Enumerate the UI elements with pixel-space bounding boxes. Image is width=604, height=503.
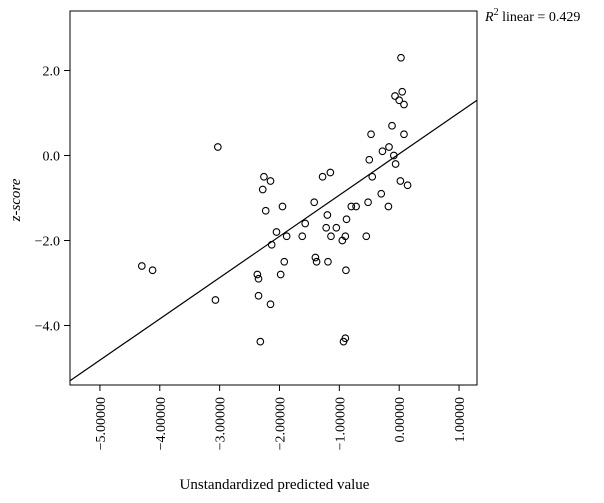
data-point xyxy=(377,189,386,198)
data-point xyxy=(312,257,321,266)
data-point xyxy=(364,198,372,207)
data-point xyxy=(400,130,408,139)
x-tick-label: −4.00000 xyxy=(154,397,169,450)
data-point xyxy=(347,202,356,211)
regression-fit-line xyxy=(69,99,478,382)
r-squared-annotation: R2 linear = 0.429 xyxy=(484,7,580,25)
data-point xyxy=(385,143,393,151)
data-point xyxy=(301,219,310,228)
data-point xyxy=(365,155,374,164)
data-point xyxy=(341,334,350,343)
r-squared-r: R xyxy=(484,10,494,25)
plot-frame xyxy=(69,10,478,386)
data-point xyxy=(403,181,412,190)
data-point xyxy=(298,232,307,241)
data-points xyxy=(137,53,412,346)
data-point xyxy=(324,257,332,266)
y-tick-label: 2.0 xyxy=(43,65,61,80)
data-point xyxy=(254,291,263,300)
data-point xyxy=(276,270,285,279)
data-point xyxy=(397,53,405,62)
x-axis-ticks: −5.00000 −4.00000 −3.00000 −2.00000 −1.00000… xyxy=(94,385,468,450)
data-point xyxy=(395,96,404,105)
data-point xyxy=(342,215,351,224)
y-axis-ticks: −4.0 −2.0 0.0 2.0 xyxy=(35,65,70,335)
data-point xyxy=(213,143,222,151)
data-point xyxy=(378,147,387,156)
data-point xyxy=(332,223,341,232)
data-point xyxy=(280,257,289,266)
x-tick-label: 0.00000 xyxy=(393,397,408,443)
data-point xyxy=(398,87,407,96)
data-point xyxy=(342,266,350,275)
data-point xyxy=(327,232,335,241)
data-point xyxy=(211,296,220,304)
data-point xyxy=(352,202,360,211)
data-point xyxy=(148,266,157,275)
data-point xyxy=(389,151,398,160)
data-point xyxy=(282,232,291,241)
data-point xyxy=(261,206,270,215)
data-point xyxy=(258,185,267,194)
x-tick-label: −3.00000 xyxy=(214,397,229,450)
y-axis-title: z-score xyxy=(8,178,24,222)
y-tick-label: 0.0 xyxy=(43,150,61,165)
x-tick-label: −1.00000 xyxy=(333,397,348,450)
data-point xyxy=(391,160,400,168)
data-point xyxy=(391,92,399,100)
data-point xyxy=(266,177,275,185)
data-point xyxy=(266,300,275,309)
data-point xyxy=(323,211,332,219)
data-point xyxy=(367,130,375,139)
data-point xyxy=(362,232,371,241)
data-point xyxy=(318,172,327,181)
data-point xyxy=(396,177,405,185)
y-tick-label: −4.0 xyxy=(35,320,60,335)
data-point xyxy=(272,228,281,236)
data-point xyxy=(388,121,396,130)
x-axis-title: Unstandardized predicted value xyxy=(180,477,370,493)
data-point xyxy=(253,270,262,279)
data-point xyxy=(322,223,331,232)
x-tick-label: −5.00000 xyxy=(94,397,109,450)
data-point xyxy=(368,172,377,181)
data-point xyxy=(326,168,335,177)
data-point xyxy=(341,232,350,241)
r-squared-value: linear = 0.429 xyxy=(499,10,581,25)
data-point xyxy=(260,172,268,181)
data-point xyxy=(278,202,287,211)
data-point xyxy=(267,240,276,249)
y-tick-label: −2.0 xyxy=(35,235,60,250)
x-tick-label: 1.00000 xyxy=(453,397,468,443)
data-point xyxy=(256,337,265,346)
data-point xyxy=(400,100,408,109)
data-point xyxy=(254,274,263,283)
x-tick-label: −2.00000 xyxy=(273,397,288,450)
data-point xyxy=(311,253,320,262)
data-point xyxy=(137,262,146,270)
r-squared-superscript: 2 xyxy=(494,7,499,18)
data-point xyxy=(310,198,319,207)
data-point xyxy=(384,202,393,211)
